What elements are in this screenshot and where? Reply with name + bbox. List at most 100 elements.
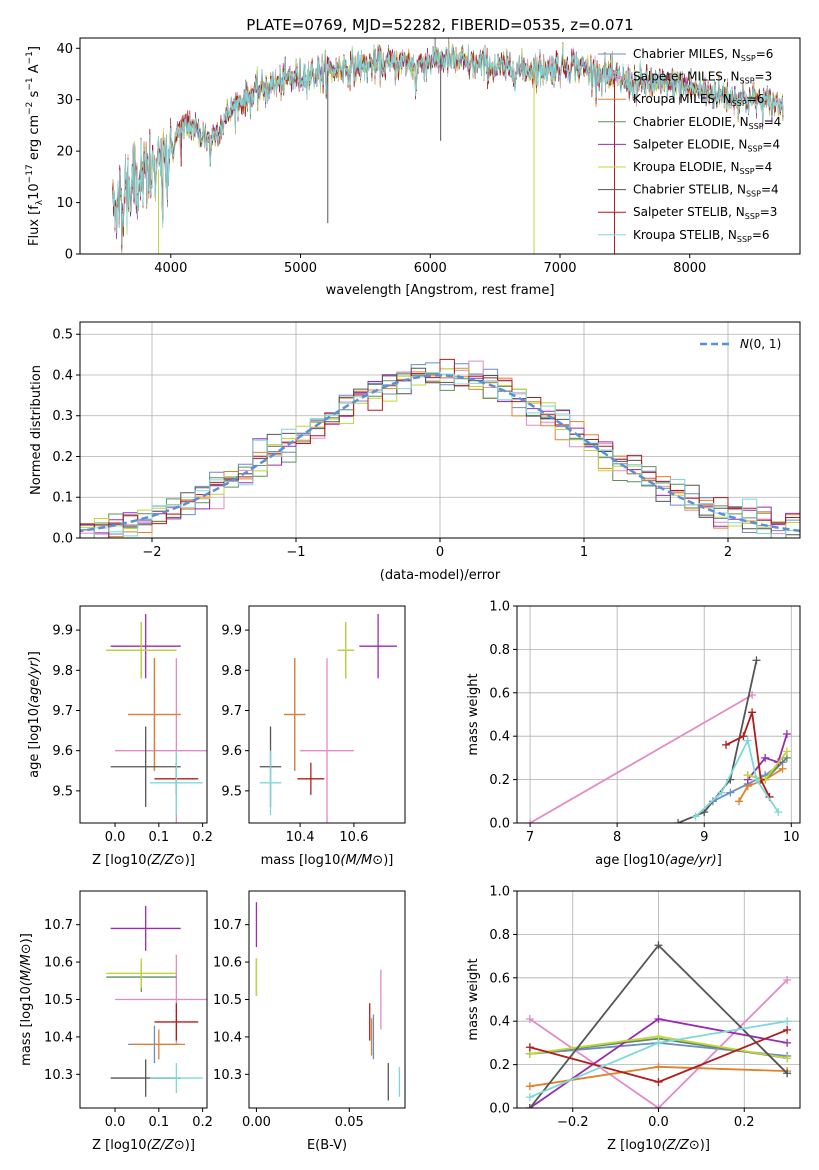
y-tick-label: 0.2 (52, 450, 73, 465)
x-label-part: 10 (130, 853, 147, 868)
y-label-part: (age/yr) (27, 656, 42, 708)
legend-label: Salpeter STELIB, NSSP=3 (633, 205, 777, 221)
y-label-part: −1 (25, 51, 35, 64)
y-tick-label: 0.2 (489, 773, 510, 788)
x-label-part: 10 (645, 1138, 662, 1153)
legend-sub: SSP (740, 77, 755, 86)
y-tick-label: 9.7 (221, 704, 242, 719)
x-label-part: )] (383, 853, 393, 868)
weight-marker (654, 1077, 663, 1086)
weight-marker (525, 1015, 534, 1024)
legend-name: Salpeter MILES, N (633, 70, 740, 84)
weight-marker (654, 1062, 663, 1071)
y-tick-label: 10.7 (44, 918, 73, 933)
y-label-part: mass [log (19, 1003, 34, 1066)
weight-marker (654, 1104, 663, 1108)
axes-frame (79, 605, 208, 824)
plot-area (259, 614, 397, 823)
x-axis-label: E(B-V) (307, 1138, 347, 1153)
weight-marker (782, 747, 791, 756)
x-tick-label: 9 (700, 830, 708, 845)
x-tick-label: −1 (286, 545, 305, 560)
y-label-part: −17 (25, 164, 35, 183)
weight-marker (752, 656, 761, 665)
weight-line (529, 694, 753, 823)
axes-frame (248, 605, 406, 824)
x-tick-label: 0.1 (148, 830, 169, 845)
y-tick-label: 0 (65, 248, 73, 263)
x-tick-label: 10.4 (286, 830, 315, 845)
weight-marker (525, 1104, 534, 1108)
x-label-part: 10 (648, 853, 665, 868)
plot-area (106, 905, 207, 1097)
x-tick-label: 5000 (284, 261, 317, 276)
x-label-part: (Z/Z (147, 1138, 175, 1153)
legend-label: Chabrier MILES, NSSP=6 (633, 47, 773, 63)
x-axis-label: age [log10(age/yr)] (595, 853, 722, 868)
y-tick-label: 1.0 (489, 885, 510, 900)
legend-name: Salpeter STELIB, N (633, 205, 745, 219)
axes-frame (79, 37, 801, 255)
y-tick-label: 10.6 (213, 956, 242, 971)
y-tick-label: 10.5 (44, 993, 73, 1008)
mass-vs-z-panel: 0.0 0.1 0.210.310.410.510.610.7Z [log10(Z/… (19, 890, 213, 1153)
legend-label: Salpeter ELODIE, NSSP=4 (633, 137, 780, 153)
x-tick-label: 0.0 (105, 830, 126, 845)
mass-vs-ebv-panel: 0.00 0.05 10.3 10.4 10.5 10.6 10.7 E(B-V) (213, 890, 406, 1153)
legend-label: Chabrier ELODIE, NSSP=4 (633, 115, 781, 131)
legend-value: =3 (755, 70, 773, 84)
y-tick-label: 9.7 (52, 704, 73, 719)
legend-value: =4 (764, 115, 782, 129)
legend-name: Kroupa MILES, N (633, 92, 732, 106)
weight-marker (735, 797, 744, 806)
y-tick-label: 0.4 (52, 368, 73, 383)
x-label-part: ⊙ (174, 1138, 185, 1153)
y-tick-label: 0.2 (489, 1058, 510, 1073)
x-label-part: Z [log (92, 1138, 130, 1153)
weight-marker (783, 1038, 792, 1047)
legend-sub: SSP (745, 212, 760, 221)
x-label-part: (Z/Z (147, 853, 175, 868)
x-tick-label: 10 (783, 830, 800, 845)
legend-label: N(0, 1) (740, 337, 781, 351)
y-label-part: s (27, 90, 42, 101)
x-tick-label: 2 (724, 545, 732, 560)
legend-value: =4 (755, 160, 773, 174)
x-tick-label: 0.2 (192, 830, 213, 845)
y-tick-label: 0.1 (52, 491, 73, 506)
axes-frame (516, 890, 801, 1109)
y-label-part: (M/M (19, 954, 34, 986)
x-label-part: mass [log (261, 853, 324, 868)
x-tick-label: 0.1 (148, 1115, 169, 1130)
weight-marker (654, 1015, 663, 1024)
y-tick-label: 10 (56, 196, 73, 211)
x-label-part: (M/M (340, 853, 372, 868)
weight-marker (783, 1069, 792, 1078)
x-axis-label: mass [log10(M/M⊙)] (261, 853, 394, 868)
y-tick-label: 10.5 (213, 993, 242, 1008)
spectrum-line (112, 38, 784, 245)
x-tick-label: 0.2 (734, 1115, 755, 1130)
weight-marker (726, 788, 735, 797)
y-label-part: age [log (27, 725, 42, 778)
x-label-part: age [log (595, 853, 648, 868)
weight-marker (525, 1093, 534, 1102)
legend-value: =4 (761, 183, 779, 197)
weight-marker (782, 730, 791, 739)
legend-sub: SSP (740, 167, 755, 176)
y-label-part: erg cm (27, 115, 42, 164)
axes-frame (79, 890, 208, 1109)
weight-marker (783, 1025, 792, 1034)
x-axis-label: Z [log10(Z/Z⊙)] (92, 853, 195, 868)
y-label-part: 10 (27, 708, 42, 725)
y-tick-label: 9.9 (52, 624, 73, 639)
weight-marker (783, 1054, 792, 1063)
plot-area (255, 902, 401, 1101)
x-label-part: ⊙ (689, 1138, 700, 1153)
y-tick-label: 10.7 (213, 918, 242, 933)
x-tick-label: 0.00 (242, 1115, 271, 1130)
weight-vs-z-panel: −0.2 0.0 0.2 0.0 0.2 0.4 0.6 0.8 1.0 Z [log10(Z/Z… (466, 885, 801, 1153)
x-label-part: )] (700, 1138, 710, 1153)
plot-area (112, 38, 784, 254)
y-tick-label: 9.6 (221, 744, 242, 759)
